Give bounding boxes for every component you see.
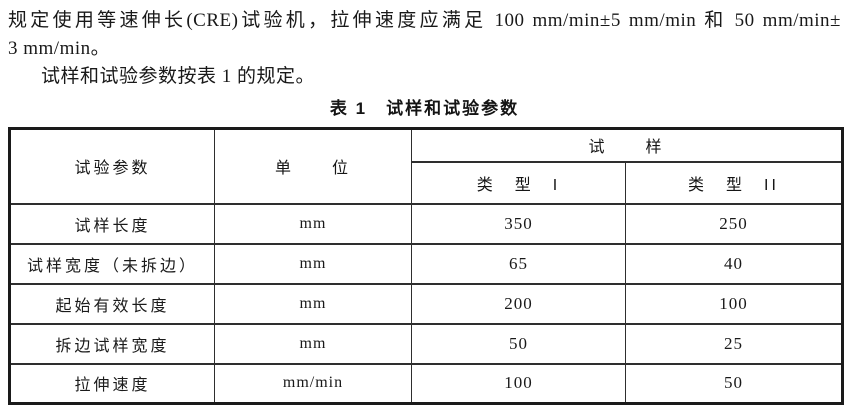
row-type2-cell: 250 xyxy=(624,202,844,245)
row-param-cell: 拆边试样宽度 xyxy=(9,322,215,365)
row-param-cell: 拉伸速度 xyxy=(9,362,215,405)
row-type1-cell: 65 xyxy=(411,242,626,285)
row-type1-cell: 200 xyxy=(411,282,626,325)
table-row: 拉伸速度 mm/min 100 50 xyxy=(9,362,844,405)
table-row: 拆边试样宽度 mm 50 25 xyxy=(9,322,844,365)
header-cell-param: 试验参数 xyxy=(9,127,215,205)
table-body: 试样长度 mm 350 250 试样宽度（未拆边） mm 65 40 起始有效长度 mm 200 10… xyxy=(9,202,844,405)
row-type2-cell: 100 xyxy=(624,282,844,325)
row-unit-cell: mm/min xyxy=(214,362,412,405)
table-header: 试验参数 单 位 试 样 类 型 I 类 型 II xyxy=(9,127,844,205)
table-row: 试样长度 mm 350 250 xyxy=(9,202,844,245)
header-row-bottom: 类 型 I 类 型 II xyxy=(10,160,844,205)
row-unit-cell: mm xyxy=(214,282,412,325)
row-unit-cell: mm xyxy=(214,202,412,245)
row-unit-cell: mm xyxy=(214,242,412,285)
row-type1-cell: 350 xyxy=(411,202,626,245)
row-type2-cell: 40 xyxy=(624,242,844,285)
row-type1-cell: 50 xyxy=(411,322,626,365)
header-row-top: 试验参数 单 位 试 样 xyxy=(9,127,844,205)
paragraph-1-line-1: 规定使用等速伸长(CRE)试验机，拉伸速度应满足 100 mm/min±5 mm… xyxy=(8,10,841,31)
table-row: 起始有效长度 mm 200 100 xyxy=(9,282,844,325)
row-param-cell: 试样长度 xyxy=(9,202,215,245)
table-row: 试样宽度（未拆边） mm 65 40 xyxy=(9,242,844,285)
header-cell-unit: 单 位 xyxy=(214,127,412,205)
row-type2-cell: 50 xyxy=(624,362,844,405)
header-cell-type2: 类 型 II xyxy=(624,160,844,205)
paragraph-1-line-2: 3 mm/min。 xyxy=(8,38,111,59)
paragraph-2: 试样和试验参数按表 1 的规定。 xyxy=(41,66,316,87)
row-param-cell: 试样宽度（未拆边） xyxy=(9,242,215,285)
table-caption: 表 1 试样和试验参数 xyxy=(329,99,520,118)
header-cell-type1: 类 型 I xyxy=(411,160,626,205)
row-unit-cell: mm xyxy=(214,322,412,365)
row-type1-cell: 100 xyxy=(411,362,626,405)
header-cell-specimen: 试 样 xyxy=(410,127,844,163)
parameters-table: 试验参数 单 位 试 样 类 型 I 类 型 II 试样长度 mm 350 250 试样… xyxy=(8,127,845,405)
row-type2-cell: 25 xyxy=(624,322,844,365)
row-param-cell: 起始有效长度 xyxy=(9,282,215,325)
